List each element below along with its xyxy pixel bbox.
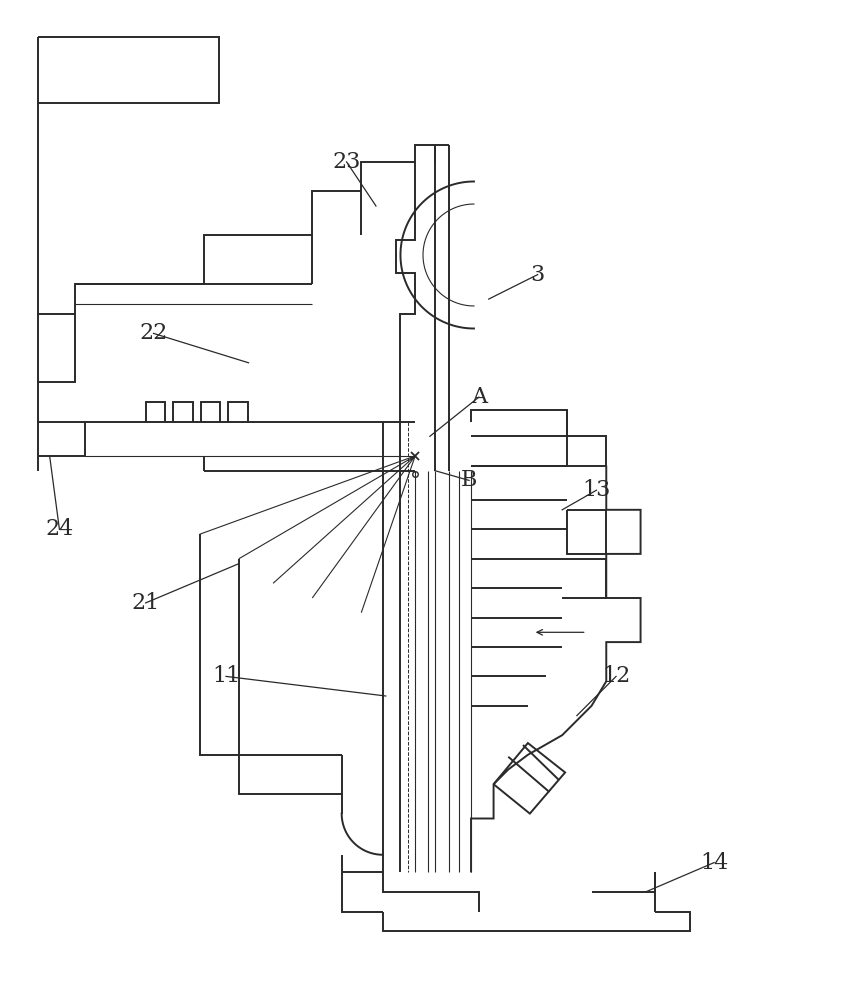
- Text: 23: 23: [332, 151, 361, 173]
- Text: 12: 12: [602, 665, 630, 687]
- Text: B: B: [461, 469, 477, 491]
- Text: 11: 11: [212, 665, 241, 687]
- Text: 22: 22: [140, 322, 168, 344]
- Text: 13: 13: [582, 479, 611, 501]
- Text: 21: 21: [131, 592, 160, 614]
- Text: 14: 14: [700, 852, 728, 874]
- Text: A: A: [471, 386, 487, 408]
- Text: 3: 3: [530, 264, 545, 286]
- Text: 24: 24: [45, 518, 74, 540]
